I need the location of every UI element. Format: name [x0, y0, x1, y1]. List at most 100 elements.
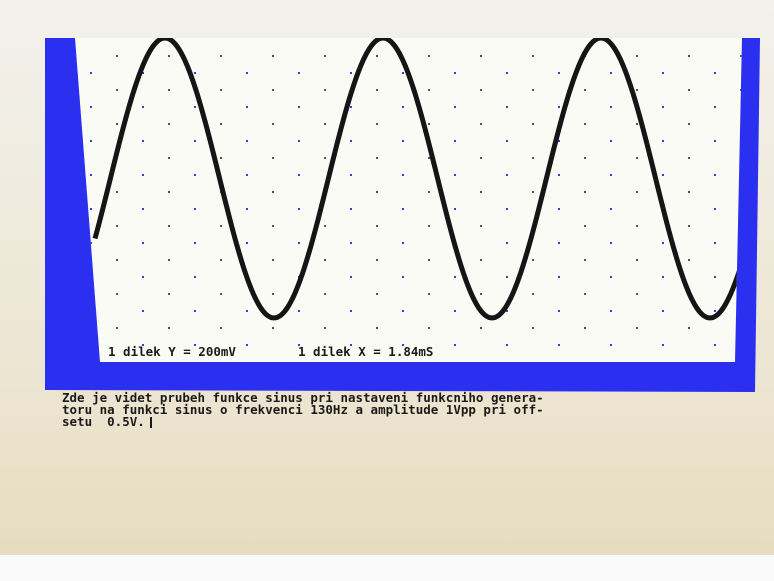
grid-dot [272, 225, 274, 227]
grid-dot [428, 259, 430, 261]
grid-dot [558, 276, 560, 278]
grid-dot [480, 259, 482, 261]
grid-dot [272, 259, 274, 261]
grid-dot [116, 327, 118, 329]
grid-dot [532, 157, 534, 159]
grid-dot [558, 310, 560, 312]
grid-dot [688, 327, 690, 329]
grid-dot [584, 191, 586, 193]
grid-dot [376, 89, 378, 91]
grid-dot [116, 225, 118, 227]
grid-dot [480, 293, 482, 295]
screen-photo: 1 dilek Y = 200mV 1 dilek X = 1.84mS Zde… [0, 0, 774, 581]
description-line: setu 0.5V. [62, 414, 145, 429]
grid-dot [142, 106, 144, 108]
grid-dot [454, 174, 456, 176]
grid-dot [272, 89, 274, 91]
grid-dot [402, 174, 404, 176]
grid-dot [246, 208, 248, 210]
grid-dot [480, 123, 482, 125]
grid-dot [584, 259, 586, 261]
grid-dot [532, 293, 534, 295]
grid-dot [558, 106, 560, 108]
grid-dot [168, 327, 170, 329]
grid-dot [636, 55, 638, 57]
grid-dot [714, 276, 716, 278]
grid-dot [376, 123, 378, 125]
grid-dot [454, 208, 456, 210]
grid-dot [324, 89, 326, 91]
grid-dot [90, 208, 92, 210]
grid-dot [480, 55, 482, 57]
grid-dot [714, 344, 716, 346]
grid-dot [220, 55, 222, 57]
grid-dot [116, 191, 118, 193]
grid-dot [506, 208, 508, 210]
grid-dot [610, 208, 612, 210]
grid-dot [454, 140, 456, 142]
grid-dot [220, 293, 222, 295]
grid-dot [480, 327, 482, 329]
grid-dot [636, 123, 638, 125]
grid-dot [610, 140, 612, 142]
grid-dot [246, 72, 248, 74]
grid-dot [194, 72, 196, 74]
grid-dot [246, 242, 248, 244]
grid-dot [688, 123, 690, 125]
grid-dot [454, 344, 456, 346]
grid-dot [532, 89, 534, 91]
grid-dot [194, 174, 196, 176]
grid-dot [116, 123, 118, 125]
grid-dot [480, 191, 482, 193]
grid-dot [272, 191, 274, 193]
grid-dot [636, 327, 638, 329]
grid-dot [688, 89, 690, 91]
grid-dot [558, 72, 560, 74]
grid-dot [662, 140, 664, 142]
page: 1 dilek Y = 200mV 1 dilek X = 1.84mS Zde… [0, 0, 774, 581]
grid-dot [142, 310, 144, 312]
grid-dot [90, 174, 92, 176]
grid-dot [584, 123, 586, 125]
grid-dot [90, 140, 92, 142]
grid-dot [168, 55, 170, 57]
grid-dot [610, 276, 612, 278]
grid-dot [636, 225, 638, 227]
grid-dot [350, 72, 352, 74]
grid-dot [272, 157, 274, 159]
grid-dot [142, 276, 144, 278]
grid-dot [90, 106, 92, 108]
grid-dot [610, 242, 612, 244]
grid-dot [246, 174, 248, 176]
grid-dot [272, 55, 274, 57]
grid-dot [636, 89, 638, 91]
scope-plot [75, 38, 742, 362]
grid-dot [220, 225, 222, 227]
grid-dot [688, 259, 690, 261]
grid-dot [376, 55, 378, 57]
grid-dot [506, 242, 508, 244]
grid-dot [168, 157, 170, 159]
grid-dot [688, 191, 690, 193]
grid-dot [298, 242, 300, 244]
grid-dot [142, 242, 144, 244]
grid-dot [142, 174, 144, 176]
grid-dot [610, 72, 612, 74]
grid-dot [324, 55, 326, 57]
grid-dot [506, 344, 508, 346]
grid-dot [168, 293, 170, 295]
grid-dot [584, 225, 586, 227]
grid-dot [428, 89, 430, 91]
grid-dot [168, 259, 170, 261]
grid-dot [662, 106, 664, 108]
grid-dot [714, 140, 716, 142]
grid-dot [428, 293, 430, 295]
grid-dot [506, 106, 508, 108]
grid-dot [584, 157, 586, 159]
grid-dot [350, 310, 352, 312]
grid-dot [168, 191, 170, 193]
y-scale-label: 1 dilek Y = 200mV [108, 344, 236, 359]
grid-dot [454, 72, 456, 74]
grid-dot [194, 310, 196, 312]
grid-dot [298, 174, 300, 176]
